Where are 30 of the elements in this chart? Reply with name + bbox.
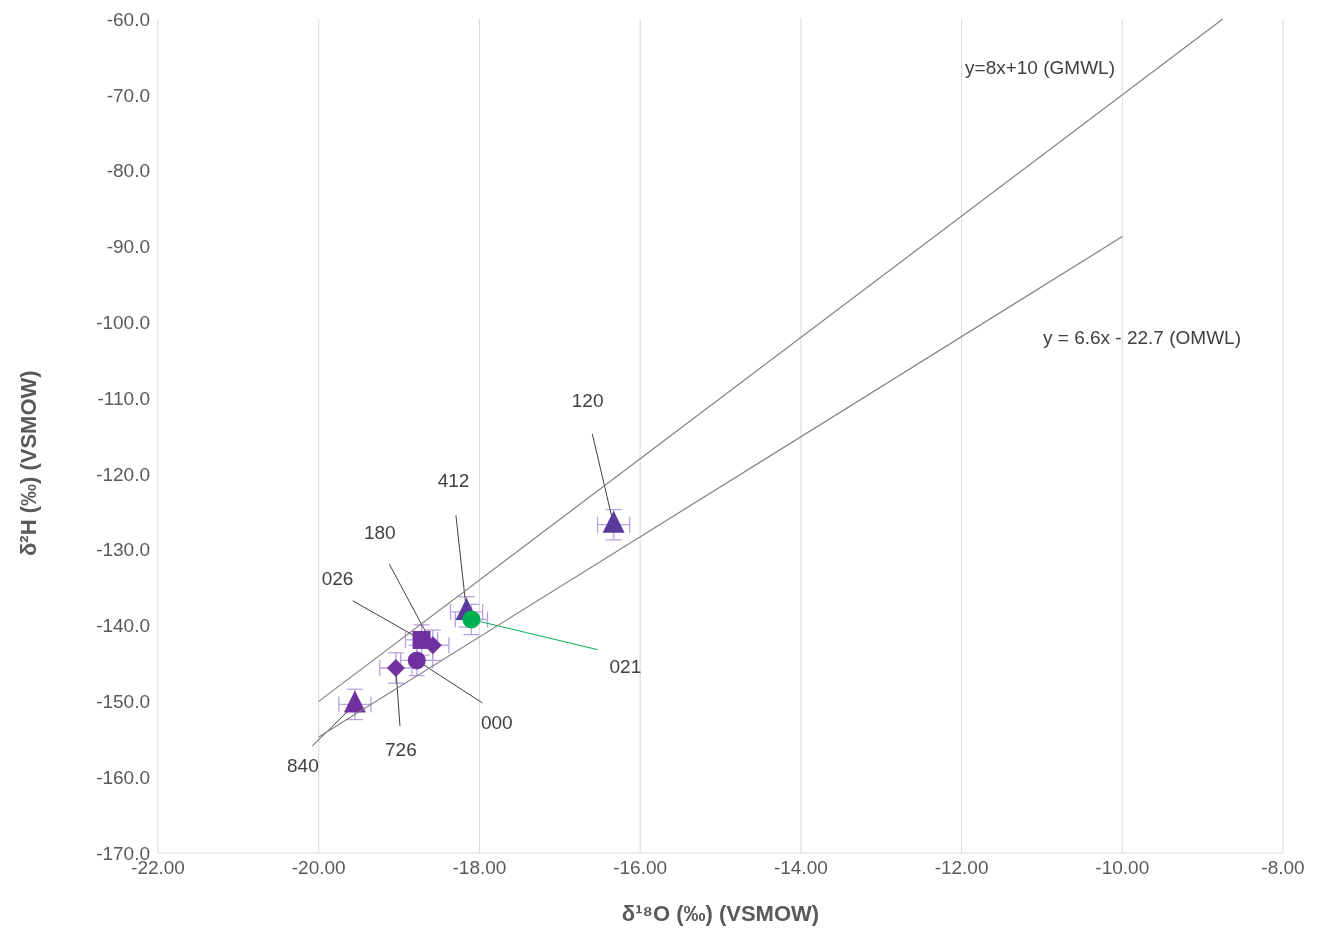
x-axis-title: δ¹⁸O (‰) (VSMOW) xyxy=(621,901,820,926)
text: 180 xyxy=(363,522,396,544)
x-tick-label: -8.00 xyxy=(1261,857,1305,879)
y-tick-label: -80.0 xyxy=(106,160,150,182)
x-tick-label: -10.00 xyxy=(1095,857,1150,879)
text: 000 xyxy=(480,712,513,734)
y-tick-label: -110.0 xyxy=(97,387,150,409)
annotation: y=8x+10 (GMWL) xyxy=(965,57,1115,79)
text: 412 xyxy=(437,469,470,491)
y-tick-label: -90.0 xyxy=(106,236,150,258)
annotation: y = 6.6x - 22.7 (OMWL) xyxy=(1043,327,1241,349)
text: 120 xyxy=(571,389,604,411)
x-tick-label: -16.00 xyxy=(613,857,668,879)
text: 026 xyxy=(321,567,354,589)
y-tick-label: -120.0 xyxy=(96,463,150,485)
y-tick-label: -160.0 xyxy=(96,766,150,788)
text: 021 xyxy=(609,656,642,678)
x-tick-label: -14.00 xyxy=(773,857,828,879)
y-tick-label: -60.0 xyxy=(106,8,150,30)
y-tick-label: -140.0 xyxy=(96,615,150,637)
y-tick-label: -70.0 xyxy=(106,84,150,106)
text: 726 xyxy=(385,739,417,761)
y-tick-label: -150.0 xyxy=(96,691,150,713)
y-tick-label: -130.0 xyxy=(96,539,150,561)
y-axis-title: δ²H (‰) (VSMOW) xyxy=(15,370,41,556)
x-tick-label: -12.00 xyxy=(934,857,989,879)
x-tick-label: -20.00 xyxy=(291,857,346,879)
x-tick-label: -18.00 xyxy=(452,857,507,879)
y-tick-label: -100.0 xyxy=(96,312,150,334)
text: 840 xyxy=(287,755,319,777)
